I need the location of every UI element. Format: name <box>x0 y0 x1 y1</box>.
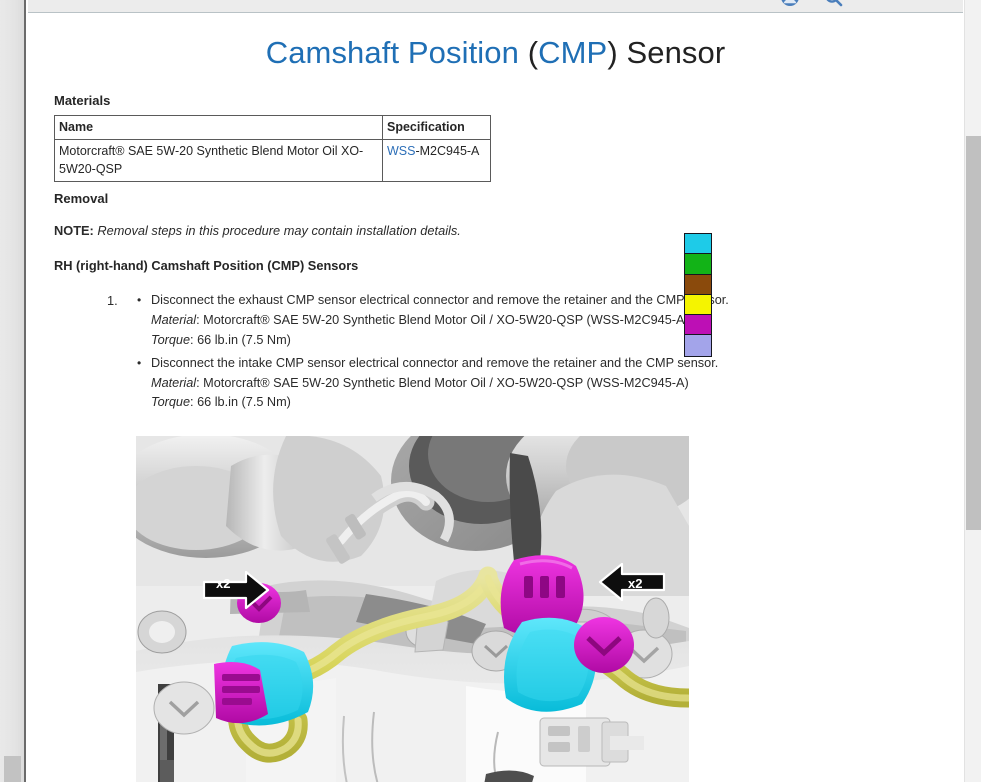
bullet-body: Disconnect the exhaust CMP sensor electr… <box>151 291 963 350</box>
left-gutter <box>0 0 26 782</box>
step-bullets: • Disconnect the exhaust CMP sensor elec… <box>137 291 963 416</box>
bullet-text: Disconnect the intake CMP sensor electri… <box>151 355 719 370</box>
legend-swatch-yellow <box>685 294 711 316</box>
bullet-dot-icon: • <box>137 355 142 370</box>
material-value: : Motorcraft® SAE 5W-20 Synthetic Blend … <box>196 313 689 328</box>
page-title-paren-close: ) <box>607 35 618 70</box>
svg-text:x2: x2 <box>216 576 230 591</box>
list-item: • Disconnect the exhaust CMP sensor elec… <box>137 291 963 350</box>
torque-label: Torque <box>151 395 191 410</box>
top-toolbar <box>28 0 963 13</box>
legend-swatch-magenta <box>685 315 711 336</box>
table-row: Motorcraft® SAE 5W-20 Synthetic Blend Mo… <box>54 139 491 183</box>
callout-x2-left: x2 <box>202 571 270 610</box>
legend-swatch-cyan <box>685 234 711 255</box>
bullet-body: Disconnect the intake CMP sensor electri… <box>151 354 963 413</box>
materials-heading: Materials <box>54 93 111 108</box>
svg-text:x2: x2 <box>628 576 642 591</box>
material-label: Material <box>151 375 197 390</box>
legend-swatch-lavender <box>685 335 711 356</box>
column-header-specification: Specification <box>382 114 491 141</box>
note-text: Removal steps in this procedure may cont… <box>97 223 461 239</box>
bullet-torque-line: Torque: 66 lb.in (7.5 Nm) <box>151 393 963 413</box>
left-gutter-thumb[interactable] <box>4 756 21 782</box>
illustration-svg: x2 <box>136 436 689 782</box>
toolbar-icon-group <box>779 0 845 10</box>
column-header-name: Name <box>54 114 383 141</box>
list-item: • Disconnect the intake CMP sensor elect… <box>137 354 963 413</box>
cell-material-spec: WSS-M2C945-A <box>382 139 491 183</box>
section-subheading: RH (right-hand) Camshaft Position (CMP) … <box>54 258 359 274</box>
cell-material-name: Motorcraft® SAE 5W-20 Synthetic Blend Mo… <box>54 139 383 183</box>
page-title-paren-open: ( <box>527 35 539 70</box>
page-title-abbrev: CMP <box>538 35 608 70</box>
torque-value: : 66 lb.in (7.5 Nm) <box>190 333 291 347</box>
materials-table: Name Specification Motorcraft® SAE 5W-20… <box>54 114 491 183</box>
torque-label: Torque <box>151 333 191 347</box>
note-block: NOTE: Removal steps in this procedure ma… <box>54 223 963 238</box>
vertical-scrollbar[interactable] <box>964 0 981 782</box>
document-content: Materials Name Specification Motorcraft®… <box>28 93 963 782</box>
color-key-legend <box>684 233 712 357</box>
technical-illustration: x2 <box>136 436 689 782</box>
step-item: 1. • Disconnect the exhaust CMP sensor e… <box>107 291 963 416</box>
page-title-part1: Camshaft Position <box>265 35 528 70</box>
note-label: NOTE: <box>54 223 94 239</box>
page-title-part2: Sensor <box>617 35 726 70</box>
material-label: Material <box>151 313 197 328</box>
bullet-material-line: Material: Motorcraft® SAE 5W-20 Syntheti… <box>151 311 963 331</box>
torque-value: : 66 lb.in (7.5 Nm) <box>190 395 291 410</box>
table-header-row: Name Specification <box>54 114 491 141</box>
removal-heading: Removal <box>54 191 109 207</box>
legend-swatch-green <box>685 254 711 275</box>
bullet-dot-icon: • <box>137 293 142 308</box>
account-circle-icon[interactable] <box>779 0 801 10</box>
callout-x2-right: x2 <box>598 563 666 602</box>
bullet-material-line: Material: Motorcraft® SAE 5W-20 Syntheti… <box>151 374 963 394</box>
spec-rest: -M2C945-A <box>415 144 480 159</box>
step-number: 1. <box>107 293 118 309</box>
spec-link[interactable]: WSS <box>387 144 416 159</box>
material-value: : Motorcraft® SAE 5W-20 Synthetic Blend … <box>196 375 689 390</box>
bullet-text: Disconnect the exhaust CMP sensor electr… <box>151 293 729 308</box>
page-title: Camshaft Position (CMP) Sensor <box>28 14 963 71</box>
scrollbar-thumb[interactable] <box>966 136 981 530</box>
bullet-torque-line: Torque: 66 lb.in (7.5 Nm) <box>151 331 963 351</box>
search-magnifier-icon[interactable] <box>823 0 845 10</box>
legend-swatch-brown <box>685 274 711 295</box>
document-page: Camshaft Position (CMP) Sensor Materials… <box>28 14 963 782</box>
procedure-steps: 1. • Disconnect the exhaust CMP sensor e… <box>54 291 963 416</box>
